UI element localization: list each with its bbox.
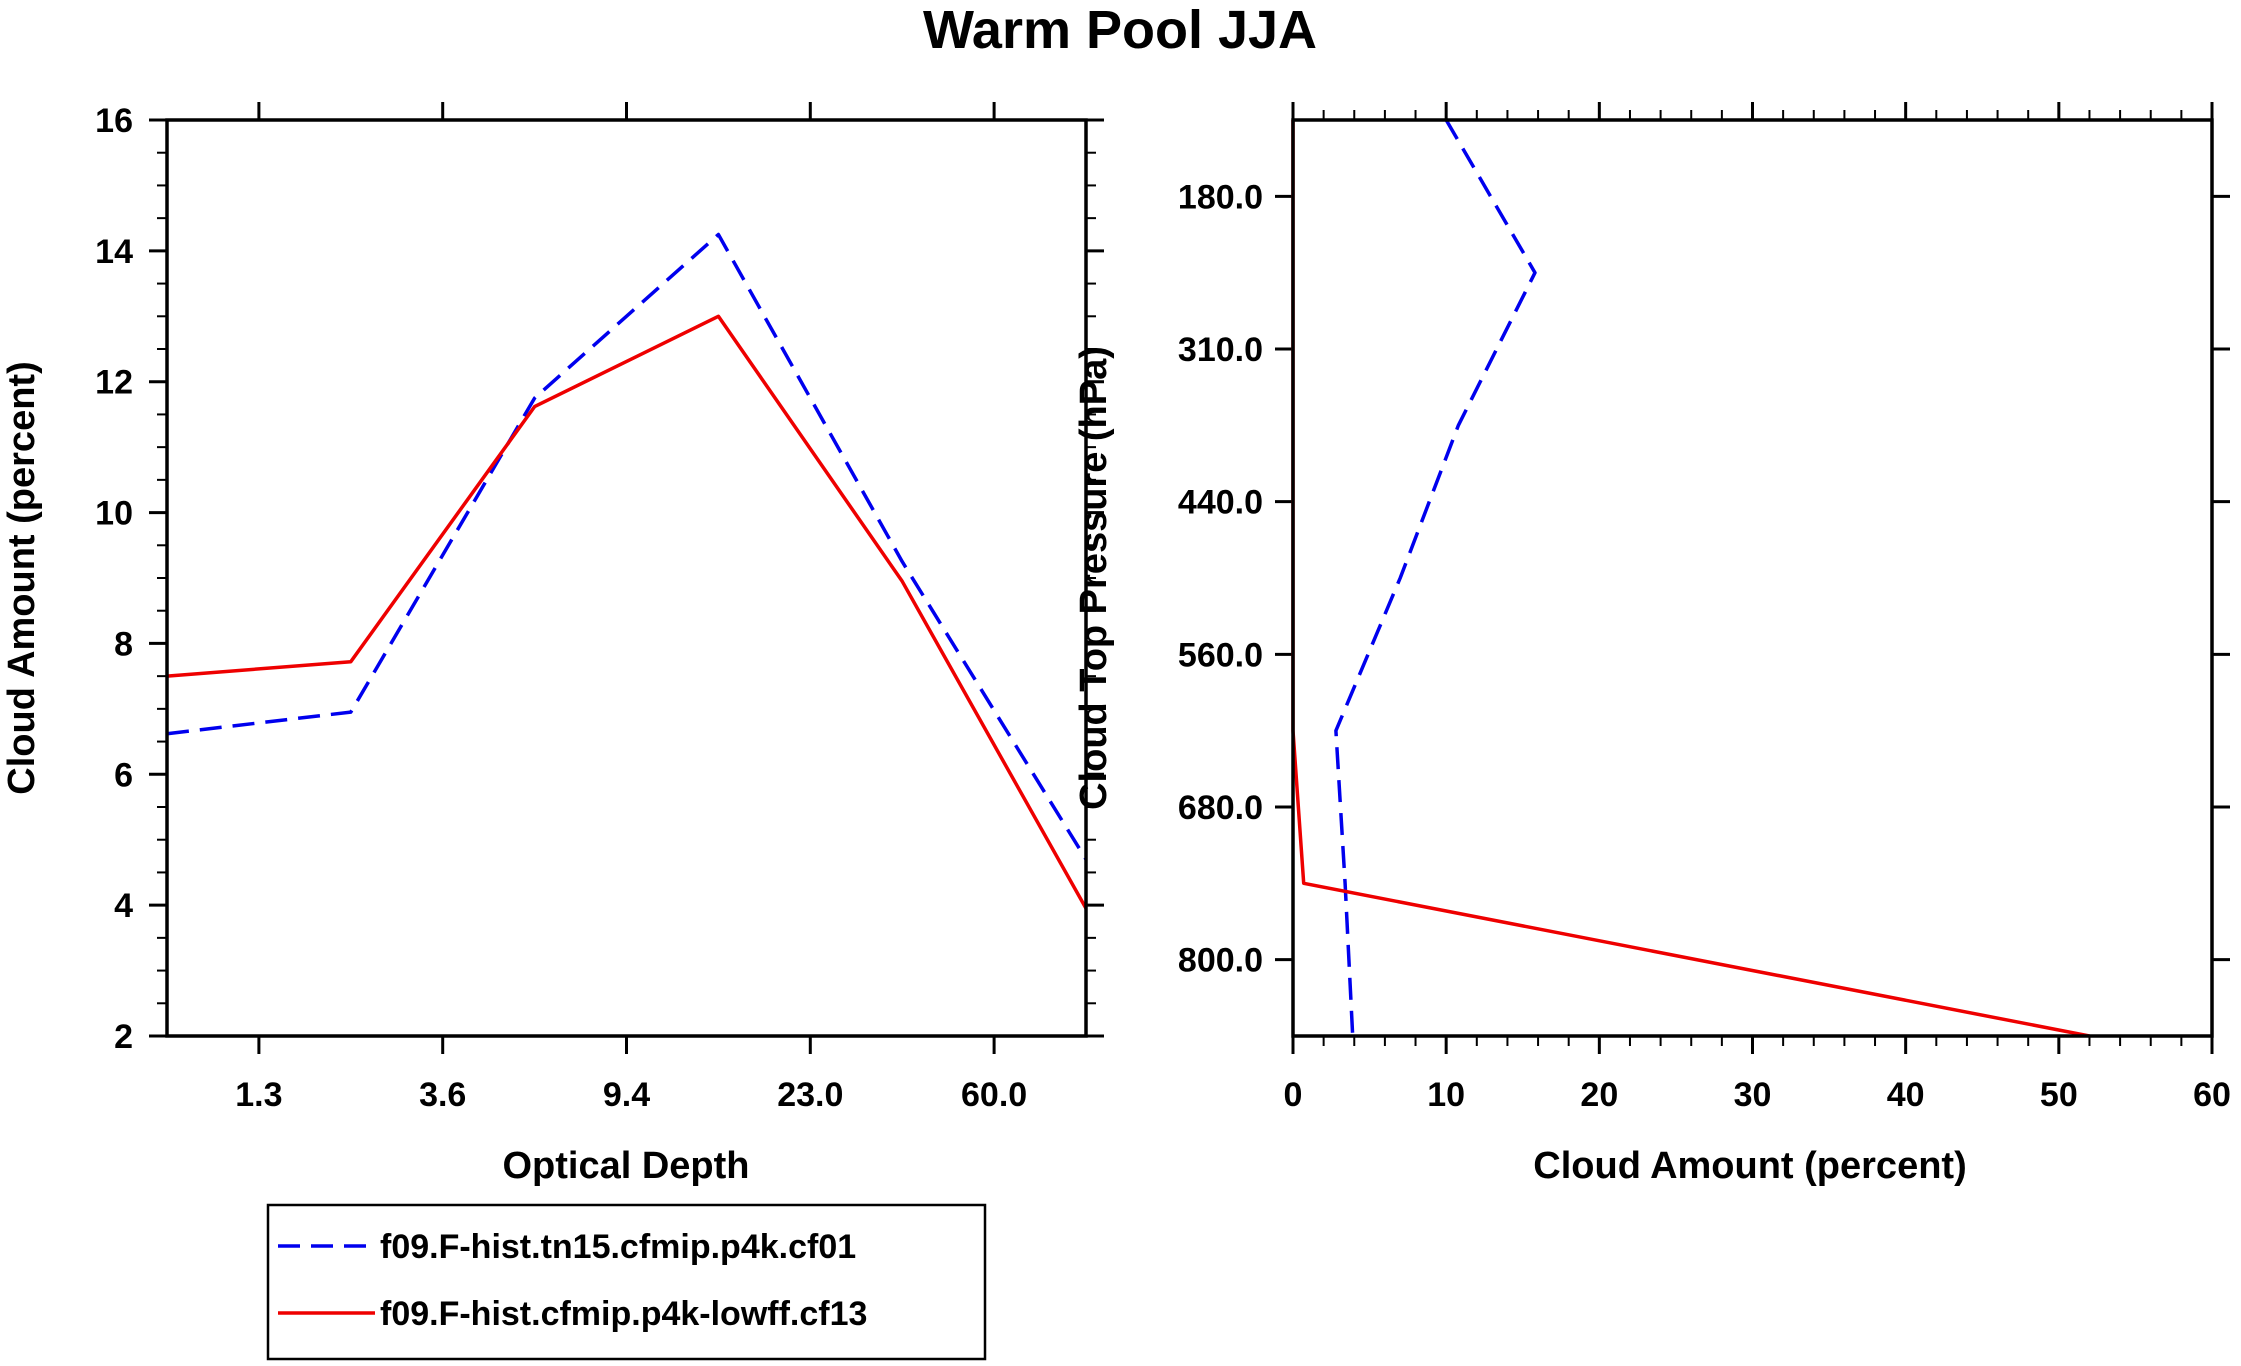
left-x-tick-label: 1.3 [235, 1076, 282, 1114]
legend-box [266, 1203, 987, 1361]
right-x-tick-label: 30 [1734, 1076, 1772, 1114]
right-y-tick-label: 680.0 [1178, 789, 1263, 827]
left-series-line-1 [166, 232, 1088, 861]
left-series-line-2 [166, 314, 1088, 910]
left-x-axis-label: Optical Depth [502, 1145, 749, 1187]
right-x-tick-label: 40 [1887, 1076, 1925, 1114]
left-x-tick-label: 3.6 [419, 1076, 466, 1114]
legend-label-series-1: f09.F-hist.tn15.cfmip.p4k.cf01 [380, 1228, 856, 1266]
left-x-tick-label: 9.4 [603, 1076, 650, 1114]
left-x-tick-label: 60.0 [961, 1076, 1027, 1114]
left-x-tick-label: 23.0 [777, 1076, 843, 1114]
left-y-tick-label: 8 [114, 625, 133, 663]
right-y-tick-label: 800.0 [1178, 942, 1263, 980]
left-y-tick-label: 12 [95, 364, 133, 402]
left-y-tick-label: 10 [95, 495, 133, 533]
left-y-axis-label: Cloud Amount (percent) [1, 361, 43, 794]
right-x-tick-label: 50 [2040, 1076, 2078, 1114]
cloud-top-pressure-panel: 0 10 20 30 40 50 60 180.0 310.0 440.0 560.0 680.0 80… [1073, 102, 2231, 1187]
left-y-tick-label: 16 [95, 102, 133, 140]
right-y-tick-label: 440.0 [1178, 484, 1263, 522]
left-plot-frame [165, 118, 1088, 1038]
right-x-tick-label: 60 [2193, 1076, 2231, 1114]
right-y-tick-label: 560.0 [1178, 636, 1263, 674]
left-y-tick-label: 14 [95, 233, 133, 271]
figure-title: Warm Pool JJA [923, 0, 1317, 60]
optical-depth-panel: 2 4 6 8 10 12 14 16 1.3 3.6 9.4 23.0 60.0 Optical De… [1, 102, 1104, 1187]
left-y-tick-label: 4 [114, 887, 133, 925]
right-x-tick-label: 10 [1427, 1076, 1465, 1114]
legend-label-series-2: f09.F-hist.cfmip.p4k-lowff.cf13 [380, 1295, 867, 1333]
right-series-line-2 [1291, 120, 2090, 1038]
right-plot-frame [1291, 118, 2214, 1038]
right-series-line-1 [1334, 119, 1537, 1037]
legend: f09.F-hist.tn15.cfmip.p4k.cf01 f09.F-his… [266, 1203, 987, 1361]
right-x-tick-label: 20 [1580, 1076, 1618, 1114]
right-y-axis-label: Cloud Top Pressure (hPa) [1073, 346, 1115, 810]
right-y-tick-label: 310.0 [1178, 331, 1263, 369]
right-y-tick-label: 180.0 [1178, 178, 1263, 216]
left-y-tick-label: 6 [114, 756, 133, 794]
right-x-tick-label: 0 [1284, 1076, 1303, 1114]
left-y-tick-label: 2 [114, 1018, 133, 1056]
right-x-axis-label: Cloud Amount (percent) [1533, 1145, 1966, 1187]
